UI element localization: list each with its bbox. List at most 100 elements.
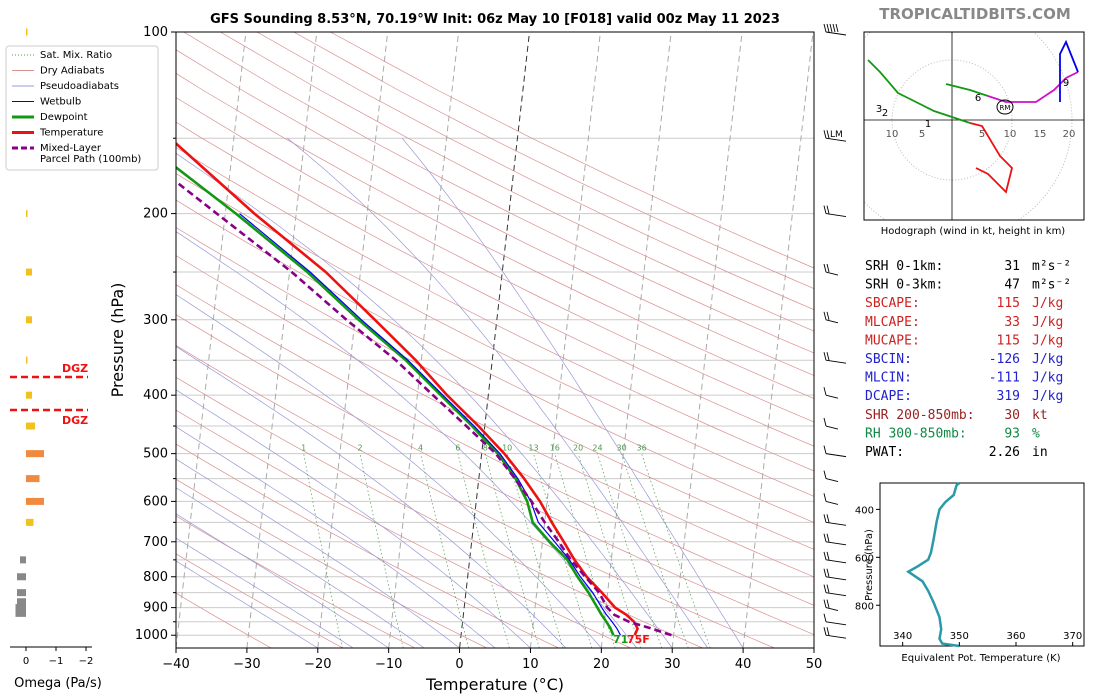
wind-barb bbox=[823, 514, 847, 526]
wind-barb bbox=[823, 493, 839, 505]
wind-barb-flag bbox=[826, 130, 830, 139]
wind-barb bbox=[823, 352, 847, 364]
mixing-ratio-line bbox=[359, 453, 404, 648]
omega-bar bbox=[17, 598, 26, 606]
wind-barb bbox=[823, 627, 847, 639]
index-unit: J/kg bbox=[1032, 296, 1063, 311]
wind-barb bbox=[823, 533, 847, 546]
wind-barb bbox=[823, 263, 839, 276]
wind-barb-staff bbox=[825, 31, 847, 36]
omega-bar bbox=[26, 210, 28, 218]
wind-barb-staff bbox=[825, 500, 839, 505]
hodograph-trace bbox=[945, 83, 989, 97]
wind-barb-flag bbox=[826, 311, 830, 320]
wind-barb-staff bbox=[825, 213, 847, 218]
omega-bar bbox=[26, 28, 28, 36]
wind-barb bbox=[823, 551, 847, 564]
isotherm-line bbox=[742, 32, 814, 648]
wind-barb-staff bbox=[825, 607, 839, 612]
wind-barb-flag bbox=[832, 23, 836, 33]
hodograph-frame bbox=[863, 31, 1085, 221]
y-tick-label: 100 bbox=[143, 25, 168, 40]
wind-barb-flag bbox=[823, 470, 827, 479]
mixing-ratio-line bbox=[420, 453, 470, 648]
dry-adiabat-line bbox=[220, 32, 814, 332]
wind-barb-staff bbox=[825, 478, 839, 483]
mixing-ratio-line bbox=[533, 453, 593, 648]
wind-barb bbox=[823, 311, 839, 324]
dry-adiabat-line bbox=[183, 32, 814, 354]
wind-barb-flag bbox=[826, 352, 830, 361]
index-unit: J/kg bbox=[1032, 333, 1063, 348]
dry-adiabat-line bbox=[176, 592, 272, 648]
x-tick-label: −40 bbox=[162, 657, 189, 672]
dgz-label-top: DGZ bbox=[62, 362, 88, 375]
y-tick-label: 700 bbox=[143, 535, 168, 550]
x-tick-label: 10 bbox=[522, 657, 539, 672]
wind-barb-flag bbox=[835, 23, 839, 33]
isotherm-line bbox=[176, 32, 247, 648]
omega-bar bbox=[20, 556, 26, 564]
wind-barb bbox=[823, 205, 847, 218]
wind-barb-staff bbox=[825, 592, 847, 597]
wind-barb-flag bbox=[826, 568, 830, 577]
mixing-ratio-line bbox=[621, 453, 689, 648]
theta-x-tick-label: 340 bbox=[893, 631, 912, 642]
index-value: 319 bbox=[997, 389, 1020, 404]
mixing-ratio-label: 2 bbox=[358, 444, 363, 453]
theta-y-tick-label: 600 bbox=[855, 553, 874, 564]
wind-barb bbox=[823, 445, 847, 458]
omega-bar bbox=[17, 573, 26, 581]
hodograph-trace bbox=[987, 71, 1079, 103]
wind-barb-flag bbox=[826, 551, 830, 560]
mixing-ratio-line bbox=[577, 453, 641, 648]
lm-label: LM bbox=[830, 130, 843, 140]
theta-x-tick-label: 350 bbox=[950, 631, 969, 642]
isotherm-line bbox=[600, 32, 672, 648]
hodograph-height-label: 2 bbox=[882, 108, 888, 119]
wind-barb-flag bbox=[823, 387, 827, 396]
pseudoadiabat-line bbox=[401, 137, 744, 648]
index-label: MUCAPE: bbox=[865, 333, 920, 348]
dry-adiabat-line bbox=[176, 97, 814, 423]
pseudoadiabat-line bbox=[176, 513, 389, 648]
wind-barb-flag bbox=[823, 514, 827, 523]
bunkers-marker bbox=[996, 99, 1014, 115]
isotherm-line bbox=[246, 32, 318, 648]
pseudoadiabat-line bbox=[287, 137, 708, 648]
legend-label: Sat. Mix. Ratio bbox=[40, 50, 112, 61]
mixing-ratio-line bbox=[554, 453, 616, 648]
dry-adiabat-line bbox=[256, 32, 814, 310]
hodograph-height-label: 9 bbox=[1063, 78, 1069, 89]
index-value: 30 bbox=[1004, 408, 1020, 423]
hodograph-ring-label: 15 bbox=[1034, 129, 1047, 140]
wind-barb-staff bbox=[825, 634, 847, 639]
hodograph-caption: Hodograph (wind in kt, height in km) bbox=[881, 226, 1066, 237]
pseudoadiabat-line bbox=[176, 426, 496, 648]
dry-adiabat-line bbox=[176, 553, 344, 648]
legend-label: Pseudoadiabats bbox=[40, 81, 119, 92]
x-tick-label: −20 bbox=[304, 657, 331, 672]
pseudoadiabat-line bbox=[176, 231, 638, 648]
index-label: RH 300-850mb: bbox=[865, 426, 967, 441]
mixing-ratio-line bbox=[484, 453, 540, 648]
index-label: SBCIN: bbox=[865, 352, 912, 367]
index-unit: J/kg bbox=[1032, 315, 1063, 330]
wind-barb bbox=[823, 599, 839, 612]
index-label: SHR 200-850mb: bbox=[865, 408, 975, 423]
theta-x-tick-label: 360 bbox=[1006, 631, 1025, 642]
hodograph-height-label: 6 bbox=[975, 93, 981, 104]
wind-barb-staff bbox=[825, 576, 847, 581]
wind-barb-staff bbox=[825, 521, 847, 526]
wind-barb-flag bbox=[823, 533, 827, 542]
hodograph-ring-label: 5 bbox=[979, 129, 985, 140]
hodograph-trace bbox=[969, 122, 1013, 194]
y-tick-label: 800 bbox=[143, 570, 168, 585]
y-tick-label: 500 bbox=[143, 447, 168, 462]
dry-adiabat-line bbox=[176, 443, 559, 648]
wind-barb-flag bbox=[823, 263, 827, 273]
dry-adiabat-line bbox=[293, 32, 814, 289]
wind-barb bbox=[823, 23, 847, 36]
dgz-label-bottom: DGZ bbox=[62, 414, 88, 427]
y-tick-label: 200 bbox=[143, 207, 168, 222]
